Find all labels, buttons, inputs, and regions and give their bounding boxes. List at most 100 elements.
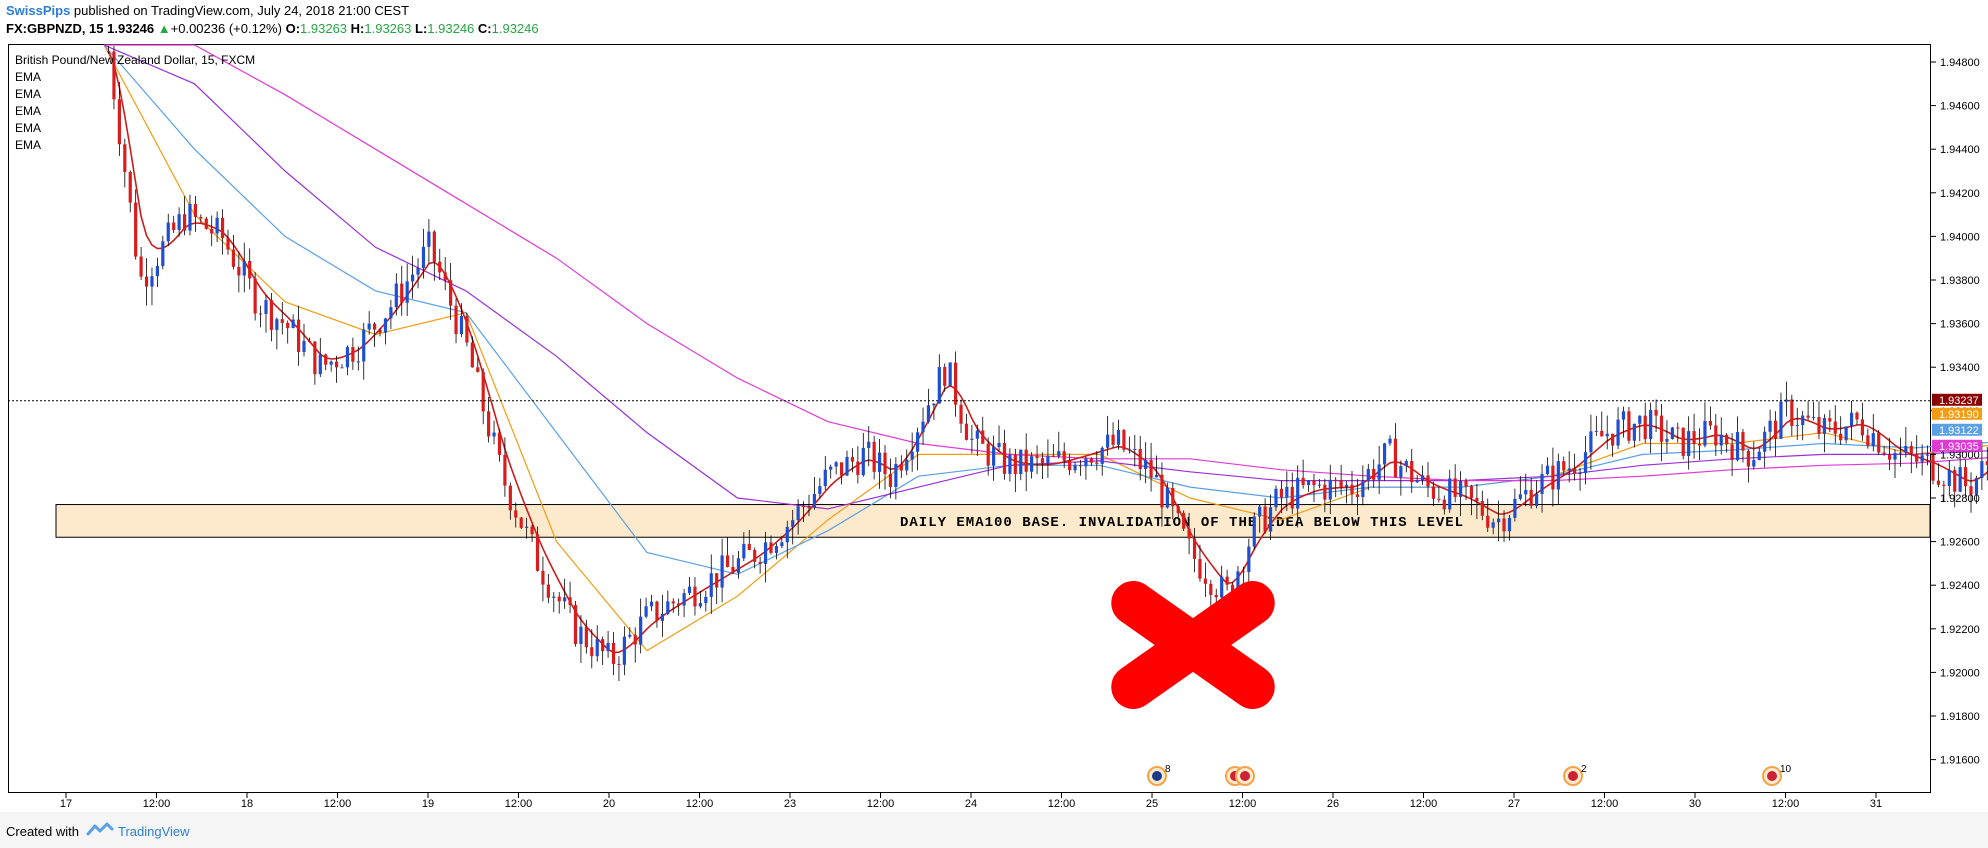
candle-body	[1252, 516, 1256, 547]
candle-body	[210, 228, 214, 234]
event-marker-1: 8	[1147, 764, 1171, 786]
candle-body	[1969, 486, 1973, 495]
candle-body	[682, 593, 686, 606]
candle-body	[1925, 454, 1930, 456]
candle-body	[258, 313, 263, 315]
candle-body	[1296, 477, 1300, 509]
candle-body	[1035, 456, 1039, 459]
candle-body	[932, 403, 936, 406]
price-chart[interactable]: DAILY EMA100 BASE. INVALIDATION OF THE I…	[0, 0, 1988, 812]
chart-frame[interactable]	[8, 44, 1931, 793]
y-tick-label: 1.92200	[1940, 624, 1980, 636]
candle-body	[839, 462, 844, 476]
candle-body	[438, 261, 442, 273]
candle-body	[1757, 451, 1761, 461]
candle-body	[1589, 431, 1593, 453]
candle-body	[1578, 473, 1582, 475]
candle-body	[362, 329, 366, 362]
candle-body	[649, 601, 654, 607]
candle-body	[1513, 498, 1517, 518]
ema100-zone	[55, 504, 1931, 538]
candle-body	[644, 606, 648, 617]
candle-body	[356, 361, 360, 363]
candle-body	[1936, 480, 1941, 485]
candle-body	[1491, 522, 1495, 528]
candle-body	[525, 526, 529, 528]
candle-body	[345, 347, 350, 368]
candle-body	[1877, 433, 1881, 453]
candle-body	[372, 323, 377, 330]
x-tick-label: 27	[1508, 798, 1520, 810]
candle-body	[975, 430, 979, 439]
candle-body	[1030, 456, 1034, 472]
candle-body	[774, 546, 779, 553]
price-label-bg	[1932, 393, 1982, 406]
candle-body	[307, 340, 312, 342]
candle-body	[1339, 480, 1343, 487]
candle-body	[1263, 506, 1267, 532]
tradingview-link[interactable]: TradingView	[118, 824, 190, 839]
candle-body	[1692, 431, 1696, 445]
ema-legend-5: EMA	[15, 138, 41, 152]
candle-body	[807, 506, 811, 508]
event-count: 2	[1581, 764, 1587, 775]
candle-body	[1882, 452, 1886, 455]
candle-body	[1301, 477, 1305, 486]
candle-body	[1909, 445, 1913, 454]
candle-body	[1225, 576, 1229, 585]
candle-body	[1203, 578, 1207, 584]
price-label-text: 1.93237	[1939, 395, 1979, 407]
ema-line-fast	[107, 50, 1988, 654]
candle-body	[1980, 461, 1984, 478]
candle-body	[1230, 584, 1235, 594]
candle-body	[492, 432, 496, 437]
candle-body	[769, 542, 773, 553]
candle-body	[1654, 409, 1658, 416]
invalidation-cross-icon	[1111, 581, 1275, 709]
candle-body	[1008, 454, 1012, 474]
price-label-bg	[1932, 423, 1982, 436]
x-tick-label: 24	[965, 798, 977, 810]
candle-body	[921, 421, 925, 433]
x-tick-label: 23	[784, 798, 796, 810]
candle-body	[1833, 421, 1837, 434]
candle-body	[1258, 506, 1262, 517]
candle-body	[389, 307, 393, 319]
candle-body	[220, 217, 225, 239]
candle-body	[1551, 465, 1555, 490]
candle-body	[780, 542, 784, 547]
ema-legend-2: EMA	[15, 87, 41, 101]
candle-body	[1366, 468, 1370, 482]
low-label: L:	[415, 21, 428, 36]
candle-body	[1670, 427, 1674, 439]
candle-body	[1019, 449, 1023, 475]
candle-body	[400, 283, 404, 303]
candle-body	[1524, 489, 1528, 495]
cross-stroke	[1111, 581, 1275, 709]
author-link[interactable]: SwissPips	[6, 3, 71, 18]
candle-body	[427, 231, 431, 247]
candle-body	[1746, 450, 1750, 467]
candle-body	[905, 459, 909, 471]
candle-body	[470, 342, 474, 368]
candle-body	[791, 520, 795, 527]
candle-body	[1089, 458, 1093, 463]
candle-body	[1839, 433, 1843, 441]
candle-body	[1947, 469, 1951, 487]
candle-body	[351, 347, 355, 362]
candle-body	[1013, 454, 1017, 475]
candle-body	[1632, 423, 1636, 441]
candle-body	[1165, 487, 1169, 508]
candle-body	[1621, 411, 1626, 420]
candle-body	[1540, 473, 1544, 494]
candle-body	[242, 260, 246, 276]
candle-body	[1811, 417, 1816, 419]
candle-body	[1567, 468, 1571, 471]
candle-body	[226, 238, 230, 250]
candle-body	[1638, 415, 1642, 424]
candle-body	[693, 586, 697, 607]
candle-body	[1545, 465, 1550, 474]
candle-body	[877, 452, 882, 472]
candle-body	[1415, 480, 1419, 483]
candle-body	[1040, 458, 1045, 464]
